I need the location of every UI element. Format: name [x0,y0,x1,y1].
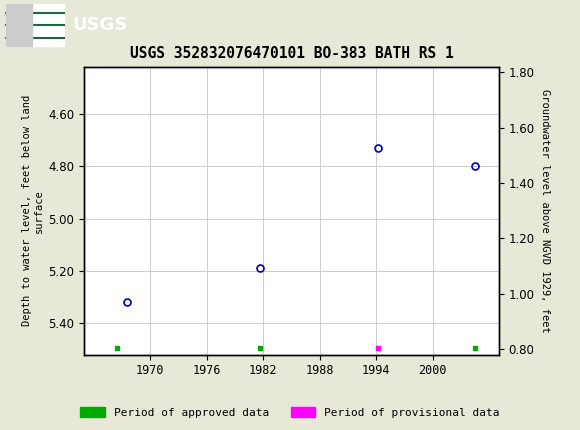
Y-axis label: Depth to water level, feet below land
surface: Depth to water level, feet below land su… [23,95,44,326]
Text: USGS: USGS [72,16,128,34]
Legend: Period of approved data, Period of provisional data: Period of approved data, Period of provi… [76,403,504,422]
FancyBboxPatch shape [6,4,64,46]
Title: USGS 352832076470101 BO-383 BATH RS 1: USGS 352832076470101 BO-383 BATH RS 1 [129,46,454,61]
Y-axis label: Groundwater level above NGVD 1929, feet: Groundwater level above NGVD 1929, feet [540,89,550,332]
